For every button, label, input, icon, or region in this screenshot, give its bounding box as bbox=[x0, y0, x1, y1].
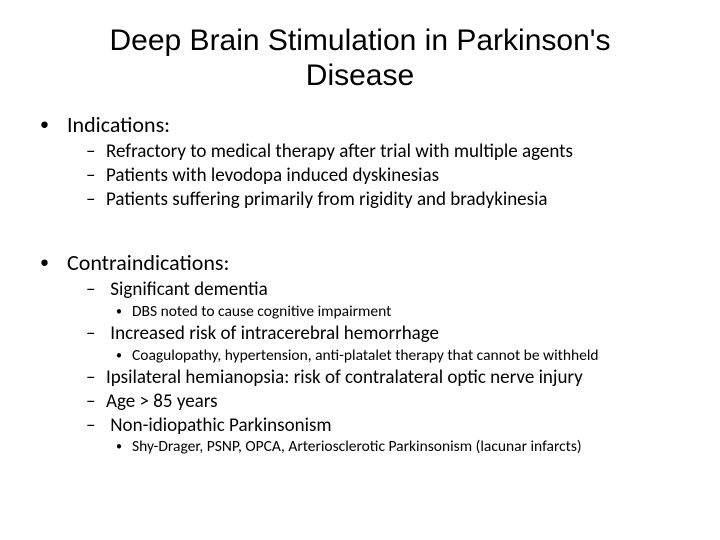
list-item: Patients suffering primarily from rigidi… bbox=[86, 188, 684, 212]
slide-title: Deep Brain Stimulation in Parkinson's Di… bbox=[68, 24, 651, 93]
list-item-text: Patients with levodopa induced dyskinesi… bbox=[106, 164, 439, 187]
list-item: Increased risk of intracerebral hemorrha… bbox=[86, 322, 684, 366]
sub-item: DBS noted to cause cognitive impairment bbox=[116, 302, 684, 322]
list-item: Refractory to medical therapy after tria… bbox=[86, 140, 684, 164]
list-item-text: Ipsilateral hemianopsia: risk of contral… bbox=[106, 366, 583, 389]
list-item-text: Non-idiopathic Parkinsonism bbox=[110, 414, 331, 437]
contraindications-list: Significant dementia DBS noted to cause … bbox=[40, 278, 684, 457]
list-item-text: Significant dementia bbox=[110, 278, 267, 301]
sub-item: Shy-Drager, PSNP, OPCA, Arteriosclerotic… bbox=[116, 437, 684, 457]
list-item: Age > 85 years bbox=[86, 390, 684, 414]
indications-list: Refractory to medical therapy after tria… bbox=[40, 140, 684, 211]
list-item-text: Refractory to medical therapy after tria… bbox=[106, 140, 573, 163]
list-item: Significant dementia DBS noted to cause … bbox=[86, 278, 684, 322]
list-item: Patients with levodopa induced dyskinesi… bbox=[86, 164, 684, 188]
list-item: Ipsilateral hemianopsia: risk of contral… bbox=[86, 366, 684, 390]
sub-item-text: Shy-Drager, PSNP, OPCA, Arteriosclerotic… bbox=[132, 437, 582, 456]
sub-item: Coagulopathy, hypertension, anti-platale… bbox=[116, 346, 684, 366]
spacer bbox=[40, 221, 684, 239]
section-heading-text: Contraindications: bbox=[67, 249, 229, 276]
sub-item-text: Coagulopathy, hypertension, anti-platale… bbox=[132, 346, 599, 365]
section-heading-contraindications: Contraindications: Significant dementia … bbox=[40, 249, 684, 457]
sub-list: DBS noted to cause cognitive impairment bbox=[86, 302, 684, 322]
section-heading-indications: Indications: Refractory to medical thera… bbox=[40, 111, 684, 211]
sub-list: Shy-Drager, PSNP, OPCA, Arteriosclerotic… bbox=[86, 437, 684, 457]
list-item-text: Increased risk of intracerebral hemorrha… bbox=[110, 322, 439, 345]
sub-item-text: DBS noted to cause cognitive impairment bbox=[132, 302, 391, 321]
list-item: Non-idiopathic Parkinsonism Shy-Drager, … bbox=[86, 414, 684, 458]
list-item-text: Age > 85 years bbox=[106, 390, 218, 413]
bullet-list: Indications: Refractory to medical thera… bbox=[36, 111, 684, 457]
section-heading-text: Indications: bbox=[67, 111, 170, 138]
list-item-text: Patients suffering primarily from rigidi… bbox=[106, 188, 548, 211]
sub-list: Coagulopathy, hypertension, anti-platale… bbox=[86, 346, 684, 366]
slide: Deep Brain Stimulation in Parkinson's Di… bbox=[0, 0, 720, 540]
